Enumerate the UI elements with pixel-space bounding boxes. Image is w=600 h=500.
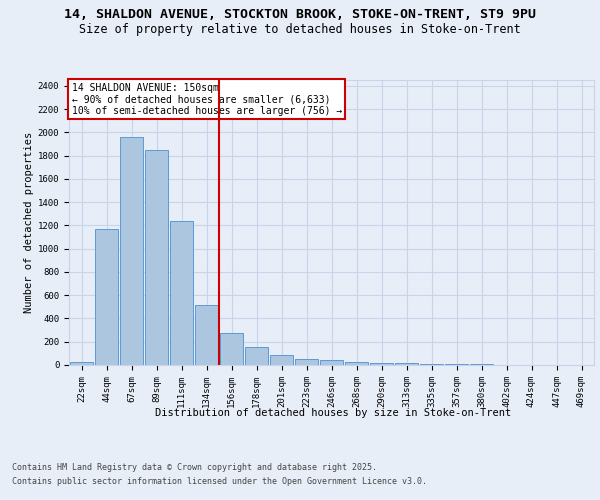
Bar <box>270 354 293 365</box>
Text: 14, SHALDON AVENUE, STOCKTON BROOK, STOKE-ON-TRENT, ST9 9PU: 14, SHALDON AVENUE, STOCKTON BROOK, STOK… <box>64 8 536 20</box>
Bar <box>420 364 443 365</box>
Bar <box>95 229 118 365</box>
Bar <box>445 364 468 365</box>
Text: Size of property relative to detached houses in Stoke-on-Trent: Size of property relative to detached ho… <box>79 22 521 36</box>
Bar <box>295 359 318 365</box>
Text: 14 SHALDON AVENUE: 150sqm
← 90% of detached houses are smaller (6,633)
10% of se: 14 SHALDON AVENUE: 150sqm ← 90% of detac… <box>71 83 342 116</box>
Bar <box>320 360 343 365</box>
Bar <box>345 362 368 365</box>
Text: Contains public sector information licensed under the Open Government Licence v3: Contains public sector information licen… <box>12 478 427 486</box>
Bar <box>145 150 168 365</box>
Bar <box>395 364 418 365</box>
Y-axis label: Number of detached properties: Number of detached properties <box>23 132 34 313</box>
Bar <box>120 137 143 365</box>
Bar <box>245 347 268 365</box>
Text: Contains HM Land Registry data © Crown copyright and database right 2025.: Contains HM Land Registry data © Crown c… <box>12 462 377 471</box>
Bar <box>370 362 393 365</box>
Bar <box>170 221 193 365</box>
Bar <box>70 362 93 365</box>
Bar <box>195 304 218 365</box>
Bar <box>470 364 493 365</box>
Text: Distribution of detached houses by size in Stoke-on-Trent: Distribution of detached houses by size … <box>155 408 511 418</box>
Bar <box>220 333 243 365</box>
